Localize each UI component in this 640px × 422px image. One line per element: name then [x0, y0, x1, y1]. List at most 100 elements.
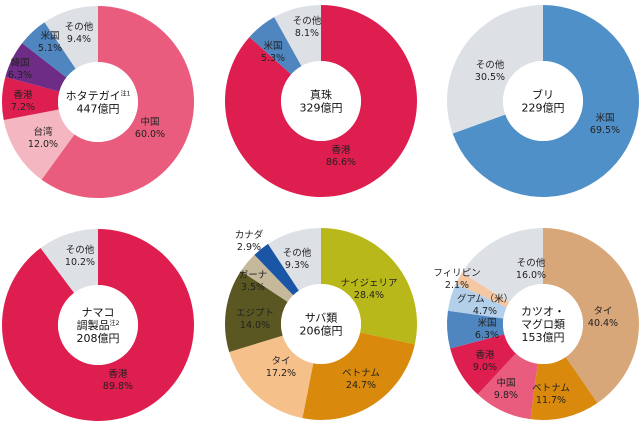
slice-value: 2.1% — [445, 280, 469, 291]
slice-value: 5.3% — [261, 53, 285, 64]
pie-slice — [455, 272, 510, 308]
slice-value: 30.5% — [475, 72, 505, 83]
chart-title: ナマコ — [82, 306, 115, 319]
chart-total: 329億円 — [300, 102, 343, 115]
slice-value: 14.0% — [240, 320, 270, 331]
slice-value: 9.4% — [67, 34, 91, 45]
chart-note: 注2 — [110, 319, 120, 327]
pie-slice — [447, 5, 543, 134]
slice-label: ベトナム — [342, 368, 380, 379]
slice-value: 9.0% — [473, 362, 497, 373]
slice-value: 9.8% — [494, 390, 518, 401]
pie-slice — [543, 228, 640, 404]
slice-value: 17.2% — [266, 368, 296, 379]
slice-value: 60.0% — [135, 129, 165, 140]
slice-label: ベトナム — [532, 383, 570, 394]
slice-value: 69.5% — [590, 125, 620, 136]
slice-label: 米国 — [40, 30, 59, 42]
slice-value: 89.8% — [103, 381, 133, 392]
slice-label: カナダ — [235, 229, 264, 241]
slice-value: 12.0% — [28, 139, 58, 150]
slice-value: 4.7% — [473, 306, 497, 317]
pie-slice — [447, 310, 505, 349]
pie-slice — [450, 334, 516, 395]
pie-slice — [41, 6, 195, 198]
slice-label: エジプト — [236, 308, 274, 319]
chart-total: 208億円 — [77, 332, 120, 345]
slice-label: その他 — [476, 59, 505, 71]
slice-value: 3.5% — [241, 282, 265, 293]
slice-value: 6.3% — [475, 330, 499, 341]
slice-value: 7.2% — [11, 102, 35, 113]
slice-value: 40.4% — [588, 318, 618, 329]
chart-title: 調製品注2 — [77, 318, 120, 332]
slice-label: その他 — [517, 257, 546, 269]
pie-slice — [5, 43, 67, 92]
chart-title: マグロ類 — [521, 317, 565, 331]
pie-slice — [225, 5, 418, 197]
pie-slice — [240, 254, 294, 302]
donut-hole — [58, 285, 138, 365]
pie-slice — [225, 271, 288, 352]
pie-slice — [452, 5, 639, 197]
pie-slice — [254, 243, 299, 296]
slice-label: その他 — [283, 247, 312, 259]
slice-label: 米国 — [263, 40, 282, 52]
slice-value: 86.6% — [326, 157, 356, 168]
slice-label: タイ — [271, 356, 290, 367]
chart-title: ブリ — [532, 88, 554, 102]
pie-slice — [22, 22, 76, 78]
pie-slice — [249, 17, 302, 75]
donut-hole — [503, 61, 583, 141]
slice-label: 中国 — [496, 377, 515, 389]
slice-value: 24.7% — [346, 380, 376, 391]
slice-label: タイ — [593, 306, 612, 317]
donut-hole — [281, 61, 361, 141]
chart-title: カツオ・ — [521, 305, 565, 318]
pie-slice — [530, 356, 598, 420]
slice-label: 台湾 — [33, 126, 53, 138]
slice-label: 香港 — [475, 349, 495, 361]
slice-value: 11.7% — [536, 395, 566, 406]
slice-value: 6.3% — [8, 70, 32, 81]
slice-label: その他 — [65, 21, 94, 33]
chart-title: ホタテガイ注1 — [66, 90, 131, 103]
pie-slice — [44, 6, 98, 69]
slice-label: 香港 — [108, 368, 128, 380]
slice-value: 16.0% — [516, 270, 546, 281]
pie-slice — [302, 332, 415, 420]
pie-slice — [274, 4, 321, 67]
donut-hole — [58, 62, 138, 142]
pie-slice — [461, 228, 543, 303]
chart-title: サバ類 — [305, 312, 338, 325]
pie-slice — [2, 229, 195, 421]
slice-label: 香港 — [331, 144, 351, 156]
slice-value: 10.2% — [65, 257, 95, 268]
chart-total: 447億円 — [77, 103, 120, 116]
slice-label: グアム（米） — [457, 293, 513, 305]
slice-label: 中国 — [140, 116, 159, 128]
slice-label: ナイジェリア — [340, 278, 397, 289]
chart-title: 真珠 — [310, 88, 332, 102]
donut-hole — [281, 284, 361, 364]
donut-hole — [503, 284, 583, 364]
pie-slice — [268, 228, 321, 291]
chart-total: 153億円 — [522, 331, 565, 344]
chart-total: 229億円 — [522, 102, 565, 115]
slice-label: 香港 — [13, 89, 33, 101]
slice-label: フィリピン — [433, 268, 480, 279]
pie-slice — [3, 109, 75, 180]
slice-label: 米国 — [595, 112, 614, 124]
pie-slice — [40, 229, 98, 293]
pie-slice — [2, 76, 60, 120]
pie-slice — [321, 228, 417, 345]
pie-slice — [229, 335, 314, 419]
pie-slice — [447, 283, 507, 319]
slice-label: その他 — [66, 244, 95, 256]
